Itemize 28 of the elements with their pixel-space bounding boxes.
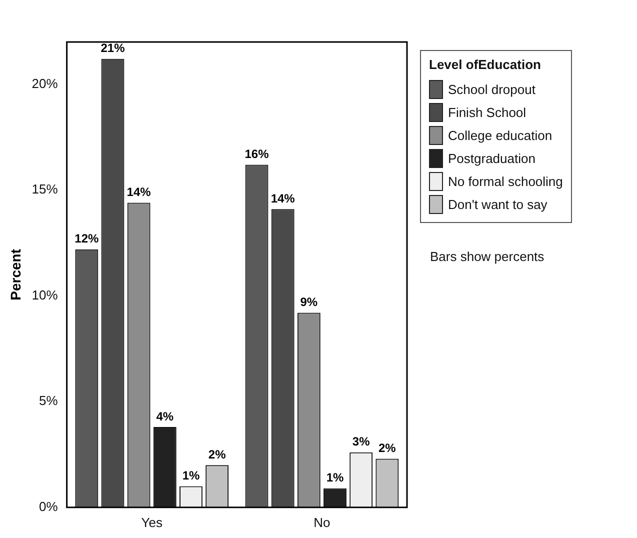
data-label: 3% xyxy=(352,434,370,449)
x-tick-label: Yes xyxy=(141,514,163,530)
data-label: 4% xyxy=(156,409,174,424)
legend-label: School dropout xyxy=(448,82,536,97)
data-label: 14% xyxy=(126,185,152,200)
y-tick-label: 0% xyxy=(39,498,58,514)
data-label: 21% xyxy=(100,41,126,56)
data-label: 1% xyxy=(182,468,200,483)
y-axis-title: Percent xyxy=(7,248,24,300)
legend-label: Postgraduation xyxy=(448,151,536,166)
x-tick-label: No xyxy=(314,514,330,530)
legend-label: College education xyxy=(448,128,552,143)
data-label: 2% xyxy=(208,447,226,462)
y-tick-label: 15% xyxy=(32,182,58,197)
y-tick-label: 10% xyxy=(32,287,58,302)
y-tick-label: 20% xyxy=(32,76,58,91)
y-tick-label: 5% xyxy=(39,393,58,408)
legend-title: Level ofEducation xyxy=(429,57,542,72)
data-label: 1% xyxy=(326,470,344,485)
data-label: 2% xyxy=(378,441,396,456)
legend-label: Don't want to say xyxy=(448,197,548,212)
data-label: 14% xyxy=(270,191,296,206)
data-label: 16% xyxy=(244,147,270,162)
data-label: 9% xyxy=(300,295,318,310)
text: Bars show percents xyxy=(430,249,546,264)
legend-label: No formal schooling xyxy=(448,174,563,189)
legend-label: Finish School xyxy=(448,105,526,120)
data-label: 12% xyxy=(74,232,99,246)
